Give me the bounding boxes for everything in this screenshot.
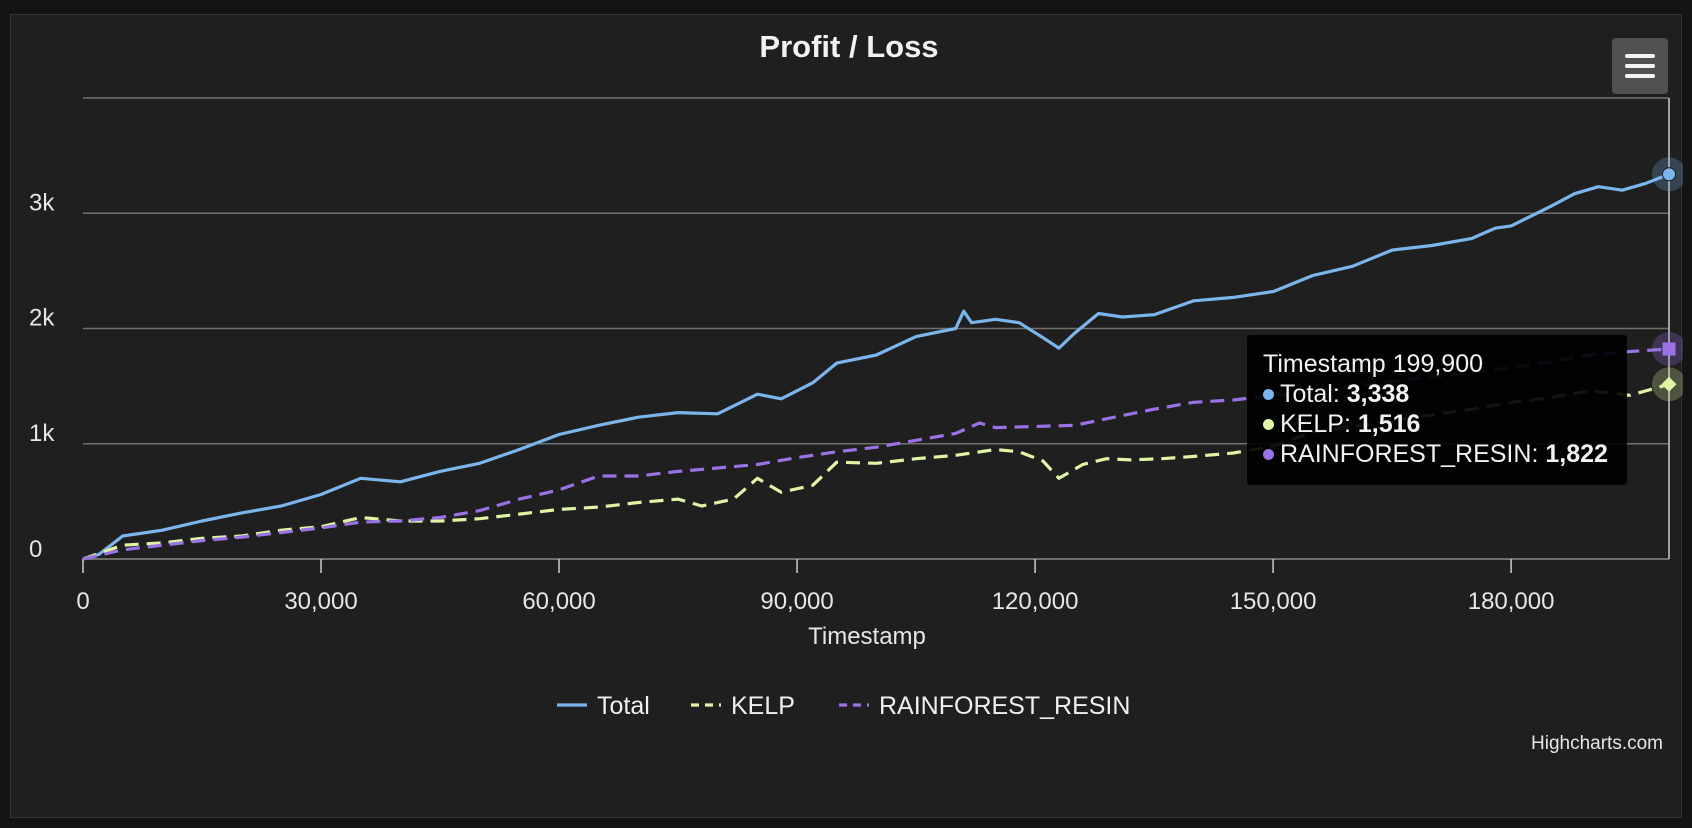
x-tick-label: 180,000 <box>1468 588 1555 615</box>
tooltip-row-kelp: KELP: 1,516 <box>1263 409 1611 439</box>
y-tick-label: 1k <box>29 420 55 447</box>
tooltip-name-resin: RAINFOREST_RESIN <box>1280 440 1532 468</box>
x-tick-label: 30,000 <box>284 588 357 615</box>
x-tick-label: 60,000 <box>522 588 595 615</box>
chart-title: Profit / Loss <box>759 29 938 64</box>
tooltip-dot-total <box>1263 389 1274 400</box>
tooltip-header: Timestamp 199,900 <box>1263 350 1484 378</box>
grid-lines <box>83 97 1670 560</box>
legend: Total KELP RAINFOREST_RESIN <box>557 692 1130 720</box>
y-tick-label: 2k <box>29 305 55 332</box>
tooltip-value-kelp: 1,516 <box>1357 410 1421 438</box>
x-tick-label: 90,000 <box>760 588 833 615</box>
tooltip-dot-resin <box>1263 449 1274 460</box>
y-tick-label: 3k <box>29 189 55 216</box>
x-axis-title: Timestamp <box>808 623 926 650</box>
credits-link[interactable]: Highcharts.com <box>1531 733 1663 754</box>
x-tick-label: 120,000 <box>992 588 1079 615</box>
legend-item-kelp[interactable]: KELP <box>731 692 795 720</box>
chart-container: Profit / Loss 0 1k 2k 3k 0 30,000 60,000 90,00… <box>10 14 1683 818</box>
tooltip-name-total: Total <box>1280 380 1333 408</box>
marker-point <box>1661 376 1677 392</box>
y-axis-labels: 0 1k 2k 3k <box>29 189 55 563</box>
legend-item-total[interactable]: Total <box>597 692 650 720</box>
series-line-total <box>82 172 1670 561</box>
tooltip-row-total: Total: 3,338 <box>1263 379 1611 409</box>
tooltip-value-total: 3,338 <box>1346 380 1410 408</box>
tooltip-dot-kelp <box>1263 419 1274 430</box>
marker-point <box>1662 167 1676 182</box>
tooltip-value-resin: 1,822 <box>1545 440 1608 468</box>
legend-item-rainforest-resin[interactable]: RAINFOREST_RESIN <box>879 692 1130 720</box>
menu-icon[interactable] <box>1612 38 1668 94</box>
hover-markers <box>1652 157 1683 402</box>
tooltip-row-resin: RAINFOREST_RESIN: 1,822 <box>1263 439 1611 469</box>
y-tick-label: 0 <box>29 536 42 563</box>
tooltip-name-kelp: KELP <box>1280 410 1344 438</box>
x-tick-label: 0 <box>76 588 89 615</box>
marker-point <box>1662 342 1676 356</box>
tooltip: Timestamp 199,900 Total: 3,338 KELP: 1,5… <box>1247 335 1627 485</box>
x-axis-labels: 0 30,000 60,000 90,000 120,000 150,000 180,000 <box>76 559 1554 615</box>
x-tick-label: 150,000 <box>1230 588 1317 615</box>
